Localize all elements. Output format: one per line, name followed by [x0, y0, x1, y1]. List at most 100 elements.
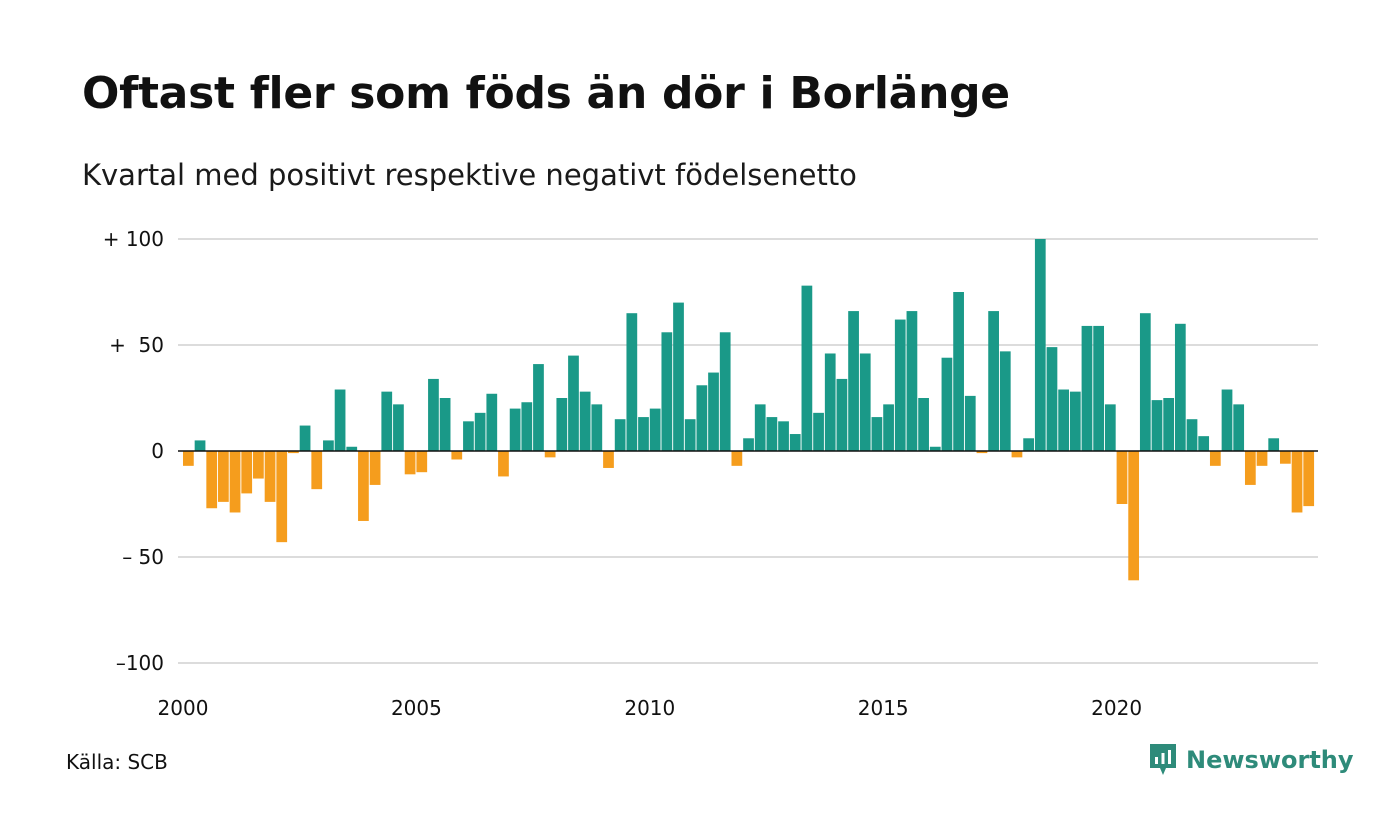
- bar: [929, 446, 941, 451]
- brand-name: Newsworthy: [1186, 746, 1354, 774]
- x-tick-label: 2010: [624, 696, 675, 720]
- bar: [661, 332, 673, 451]
- bar: [299, 425, 311, 451]
- bar: [404, 451, 416, 475]
- bar: [369, 451, 381, 485]
- bar: [719, 332, 731, 451]
- bar: [544, 451, 556, 458]
- bar: [673, 302, 684, 451]
- bar: [1104, 404, 1116, 451]
- bar: [894, 319, 906, 451]
- bar: [533, 364, 544, 451]
- bar: [358, 451, 369, 521]
- bar: [1163, 398, 1175, 451]
- bar: [626, 313, 638, 451]
- chart-subtitle: Kvartal med positivt respektive negativt…: [82, 158, 857, 192]
- bar: [1174, 323, 1186, 451]
- y-tick-label: –100: [116, 651, 164, 675]
- bar: [1186, 419, 1198, 451]
- bar: [474, 412, 486, 451]
- bars: [183, 239, 1315, 581]
- bar: [1303, 451, 1315, 507]
- bar: [941, 357, 953, 451]
- bar: [871, 417, 883, 451]
- bar: [579, 391, 591, 451]
- bar: [1279, 451, 1291, 464]
- x-tick-label: 2005: [391, 696, 442, 720]
- x-tick-label: 2015: [858, 696, 909, 720]
- bar: [778, 421, 789, 451]
- brand-logo: Newsworthy: [1148, 742, 1354, 778]
- bar: [953, 292, 964, 451]
- bar: [1023, 438, 1034, 451]
- bar: [323, 440, 334, 451]
- bar: [556, 398, 568, 451]
- source-note: Källa: SCB: [66, 750, 168, 774]
- x-tick-label: 2000: [158, 696, 209, 720]
- bar: [743, 438, 754, 451]
- bar: [1116, 451, 1128, 504]
- bar: [591, 404, 603, 451]
- bar: [1268, 438, 1280, 451]
- bar: [486, 393, 498, 451]
- bar: [439, 398, 451, 451]
- bar: [183, 451, 194, 466]
- bar: [498, 451, 509, 477]
- bar: [614, 419, 626, 451]
- bar: [906, 311, 918, 451]
- bar: [218, 451, 229, 502]
- bar: [206, 451, 218, 509]
- bar: [1256, 451, 1268, 466]
- bar: [824, 353, 836, 451]
- y-tick-label: – 50: [122, 545, 164, 569]
- bar: [1034, 239, 1046, 451]
- bar: [731, 451, 743, 466]
- bar: [393, 404, 404, 451]
- bar: [1046, 347, 1058, 451]
- bar: [883, 404, 894, 451]
- bar: [311, 451, 323, 490]
- bar: [649, 408, 661, 451]
- bar: [836, 378, 848, 451]
- bar: [859, 353, 871, 451]
- bar: [638, 417, 649, 451]
- bar: [708, 372, 719, 451]
- bar: [346, 446, 358, 451]
- x-tick-label: 2020: [1091, 696, 1142, 720]
- bar: [288, 451, 299, 454]
- bar: [696, 385, 708, 451]
- bar: [264, 451, 276, 502]
- newsworthy-icon: [1150, 744, 1176, 775]
- bar: [1221, 389, 1233, 451]
- bar: [1233, 404, 1245, 451]
- bar: [509, 408, 521, 451]
- bar: [1151, 400, 1163, 451]
- bar: [276, 451, 288, 543]
- bar: [918, 398, 929, 451]
- bar: [253, 451, 264, 479]
- bar: [813, 412, 824, 451]
- chart-title: Oftast fler som föds än dör i Borlänge: [82, 68, 1010, 119]
- bar: [1069, 391, 1081, 451]
- bar: [229, 451, 241, 513]
- bar: [1011, 451, 1023, 458]
- bar: [964, 395, 976, 451]
- bar: [463, 421, 474, 451]
- grid-lines: [178, 238, 1318, 664]
- bar: [999, 351, 1011, 451]
- bar: [603, 451, 614, 468]
- bar: [754, 404, 766, 451]
- y-tick-label: + 100: [103, 227, 164, 251]
- bar: [451, 451, 463, 460]
- bar: [766, 417, 778, 451]
- bar: [801, 285, 813, 451]
- bar: [416, 451, 428, 473]
- bar: [1291, 451, 1303, 513]
- bar: [988, 311, 999, 451]
- y-tick-label: 0: [151, 439, 164, 463]
- bar: [428, 378, 439, 451]
- bar: [194, 440, 206, 451]
- bar: [1093, 325, 1105, 451]
- bar: [334, 389, 346, 451]
